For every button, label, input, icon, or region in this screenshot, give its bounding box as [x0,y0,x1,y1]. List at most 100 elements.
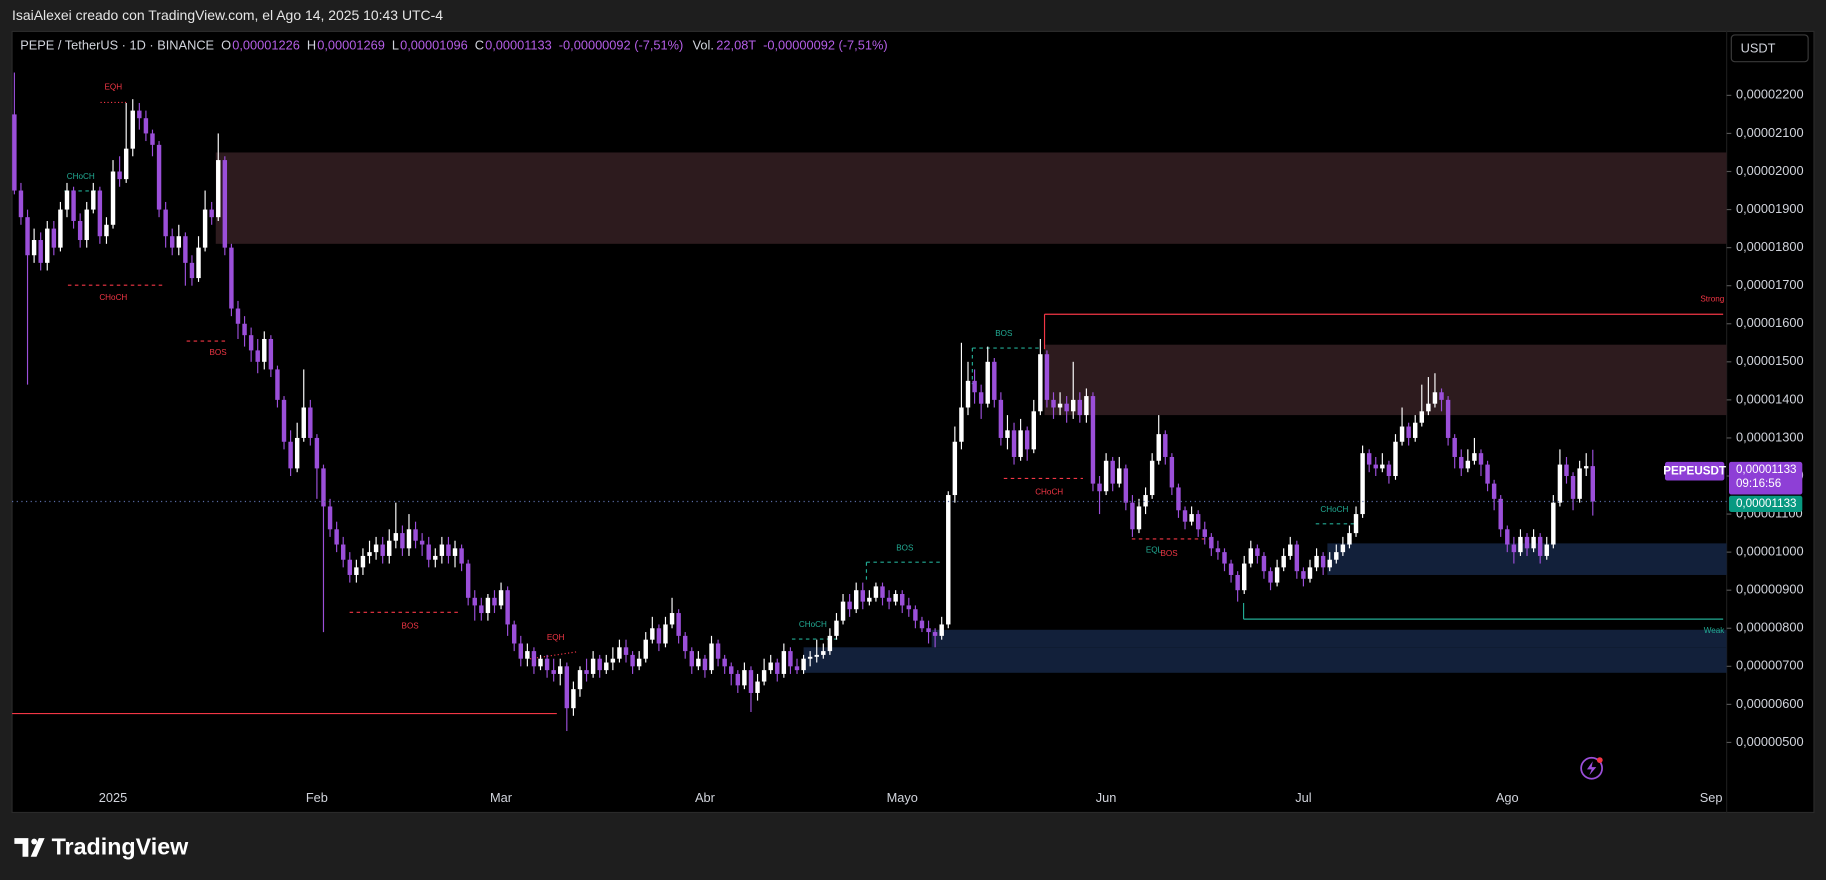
candle-body [1169,456,1175,488]
candle-body [794,666,800,671]
candle-body [367,552,372,556]
candle-body [1353,514,1359,534]
level-label: Weak [1704,626,1726,635]
candle-body [1570,476,1576,499]
candle-body [893,594,898,602]
candle-body [426,544,431,560]
candle-body [334,529,339,545]
structure-line [529,651,577,660]
candle-body [1261,555,1267,572]
candle-body [715,643,721,659]
candle-body [788,651,793,667]
candle-body [1564,464,1569,477]
candle-body [51,228,57,248]
candle-body [1136,506,1142,530]
candle-body [558,666,563,674]
alert-icon[interactable] [1580,756,1603,780]
candle-body [1281,555,1286,568]
candle-body [1097,483,1102,492]
candle-body [472,597,477,606]
candle-body [742,670,747,686]
candle-body [360,555,366,568]
candle-body [281,399,287,442]
annotation: EQL [1146,546,1163,555]
price-badge-label: 0,00001133 [1736,463,1797,476]
x-tick-label: Abr [695,790,716,805]
candle-body [1518,536,1523,553]
candle-body [1439,392,1444,400]
annotation: BOS [896,543,914,552]
candle-body [262,338,267,362]
candle-body [834,620,839,636]
caption: IsaiAlexei creado con TradingView.com, e… [12,7,443,23]
structure-lines: Strong Weak EQH CHoCH CHoCH BOS BOS EQH CHoCH BOS… [12,82,1726,715]
candle-body [1445,399,1451,438]
candle-body [1005,430,1010,438]
y-tick-label: 0,00002200 [1736,87,1804,102]
annotation: CHoCH [67,172,95,181]
candle-body [58,209,63,248]
alert-dot [1596,757,1603,764]
candle-body [400,533,405,549]
zone [803,647,1727,673]
currency-button[interactable] [1730,34,1809,63]
brand-logo: TradingView [14,834,189,860]
candle-body [735,673,741,686]
y-tick-label: 0,00000500 [1736,734,1804,749]
candle-body [1590,466,1595,502]
candle-body [91,190,96,210]
candle-body [1557,464,1563,503]
candle-body [873,586,879,598]
candle-body [1189,514,1194,522]
candle-body [373,544,379,553]
candle-body [242,323,247,336]
candle-body [1235,574,1240,591]
candle-body [446,544,451,556]
candle-body [538,658,543,667]
candle-body [669,613,675,625]
close-badge-label: 0,00001133 [1736,497,1797,510]
candle-body [25,217,30,256]
candle-body [946,495,951,625]
candle-body [380,544,385,556]
candle-body [1268,571,1273,583]
candle-body [571,689,576,709]
ohlc-value: 0,00001096 [400,38,468,53]
candle-body [314,437,320,469]
x-tick-label: Sep [1700,790,1723,805]
candle-body [636,658,642,667]
candle-body [1399,426,1405,442]
y-tick-label: 0,00001900 [1736,201,1804,216]
x-tick-label: Jul [1295,790,1311,805]
candle-body [1386,464,1392,477]
candle-body [1057,403,1063,408]
candle-body [183,236,188,263]
candle-body [1090,396,1096,484]
candle-body [847,601,852,610]
candle-body [130,110,135,149]
candle-body [630,654,635,667]
candle-body [1301,571,1306,579]
candle-body [729,666,734,674]
candle-body [1156,434,1161,461]
candle-body [722,658,727,667]
candle-body [1182,510,1188,522]
candle-body [1077,399,1083,416]
candle-body [1531,536,1536,549]
candle-body [821,651,826,655]
candle-body [216,160,221,218]
candle-body [38,240,43,263]
price-badge [1728,461,1803,495]
candle-body [840,601,846,621]
candle-body [156,144,162,210]
currency-label: USDT [1741,40,1776,55]
ohlc-key: H [307,38,316,53]
candle-body [761,670,767,682]
candle-body [1123,468,1129,503]
candle-body [1130,502,1135,530]
candle-body [137,110,142,119]
x-tick-label: Jun [1096,790,1117,805]
